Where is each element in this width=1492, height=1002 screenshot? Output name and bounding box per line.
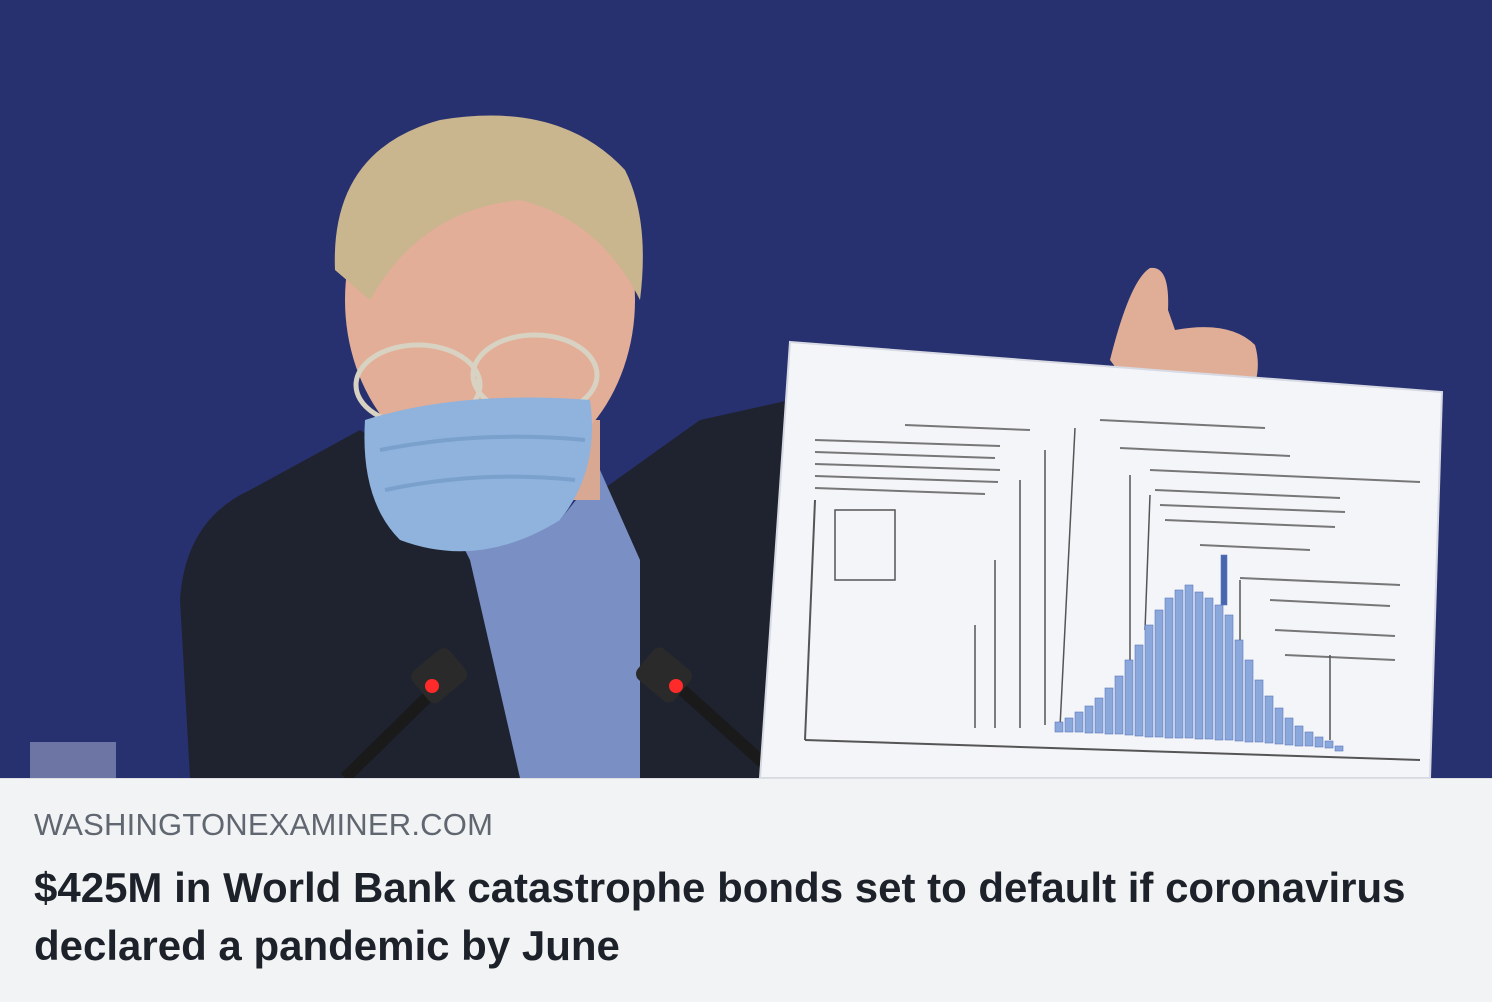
- source-domain: WASHINGTONEXAMINER.COM: [34, 807, 494, 842]
- hair: [334, 115, 643, 300]
- article-headline[interactable]: $425M in World Bank catastrophe bonds se…: [34, 864, 1406, 969]
- glass-icon: [30, 742, 116, 778]
- held-paper: [758, 340, 1444, 778]
- press-conference-photo: [0, 0, 1492, 778]
- preview-meta[interactable]: WASHINGTONEXAMINER.COM $425M in World Ba…: [0, 778, 1492, 1002]
- preview-image[interactable]: [0, 0, 1492, 778]
